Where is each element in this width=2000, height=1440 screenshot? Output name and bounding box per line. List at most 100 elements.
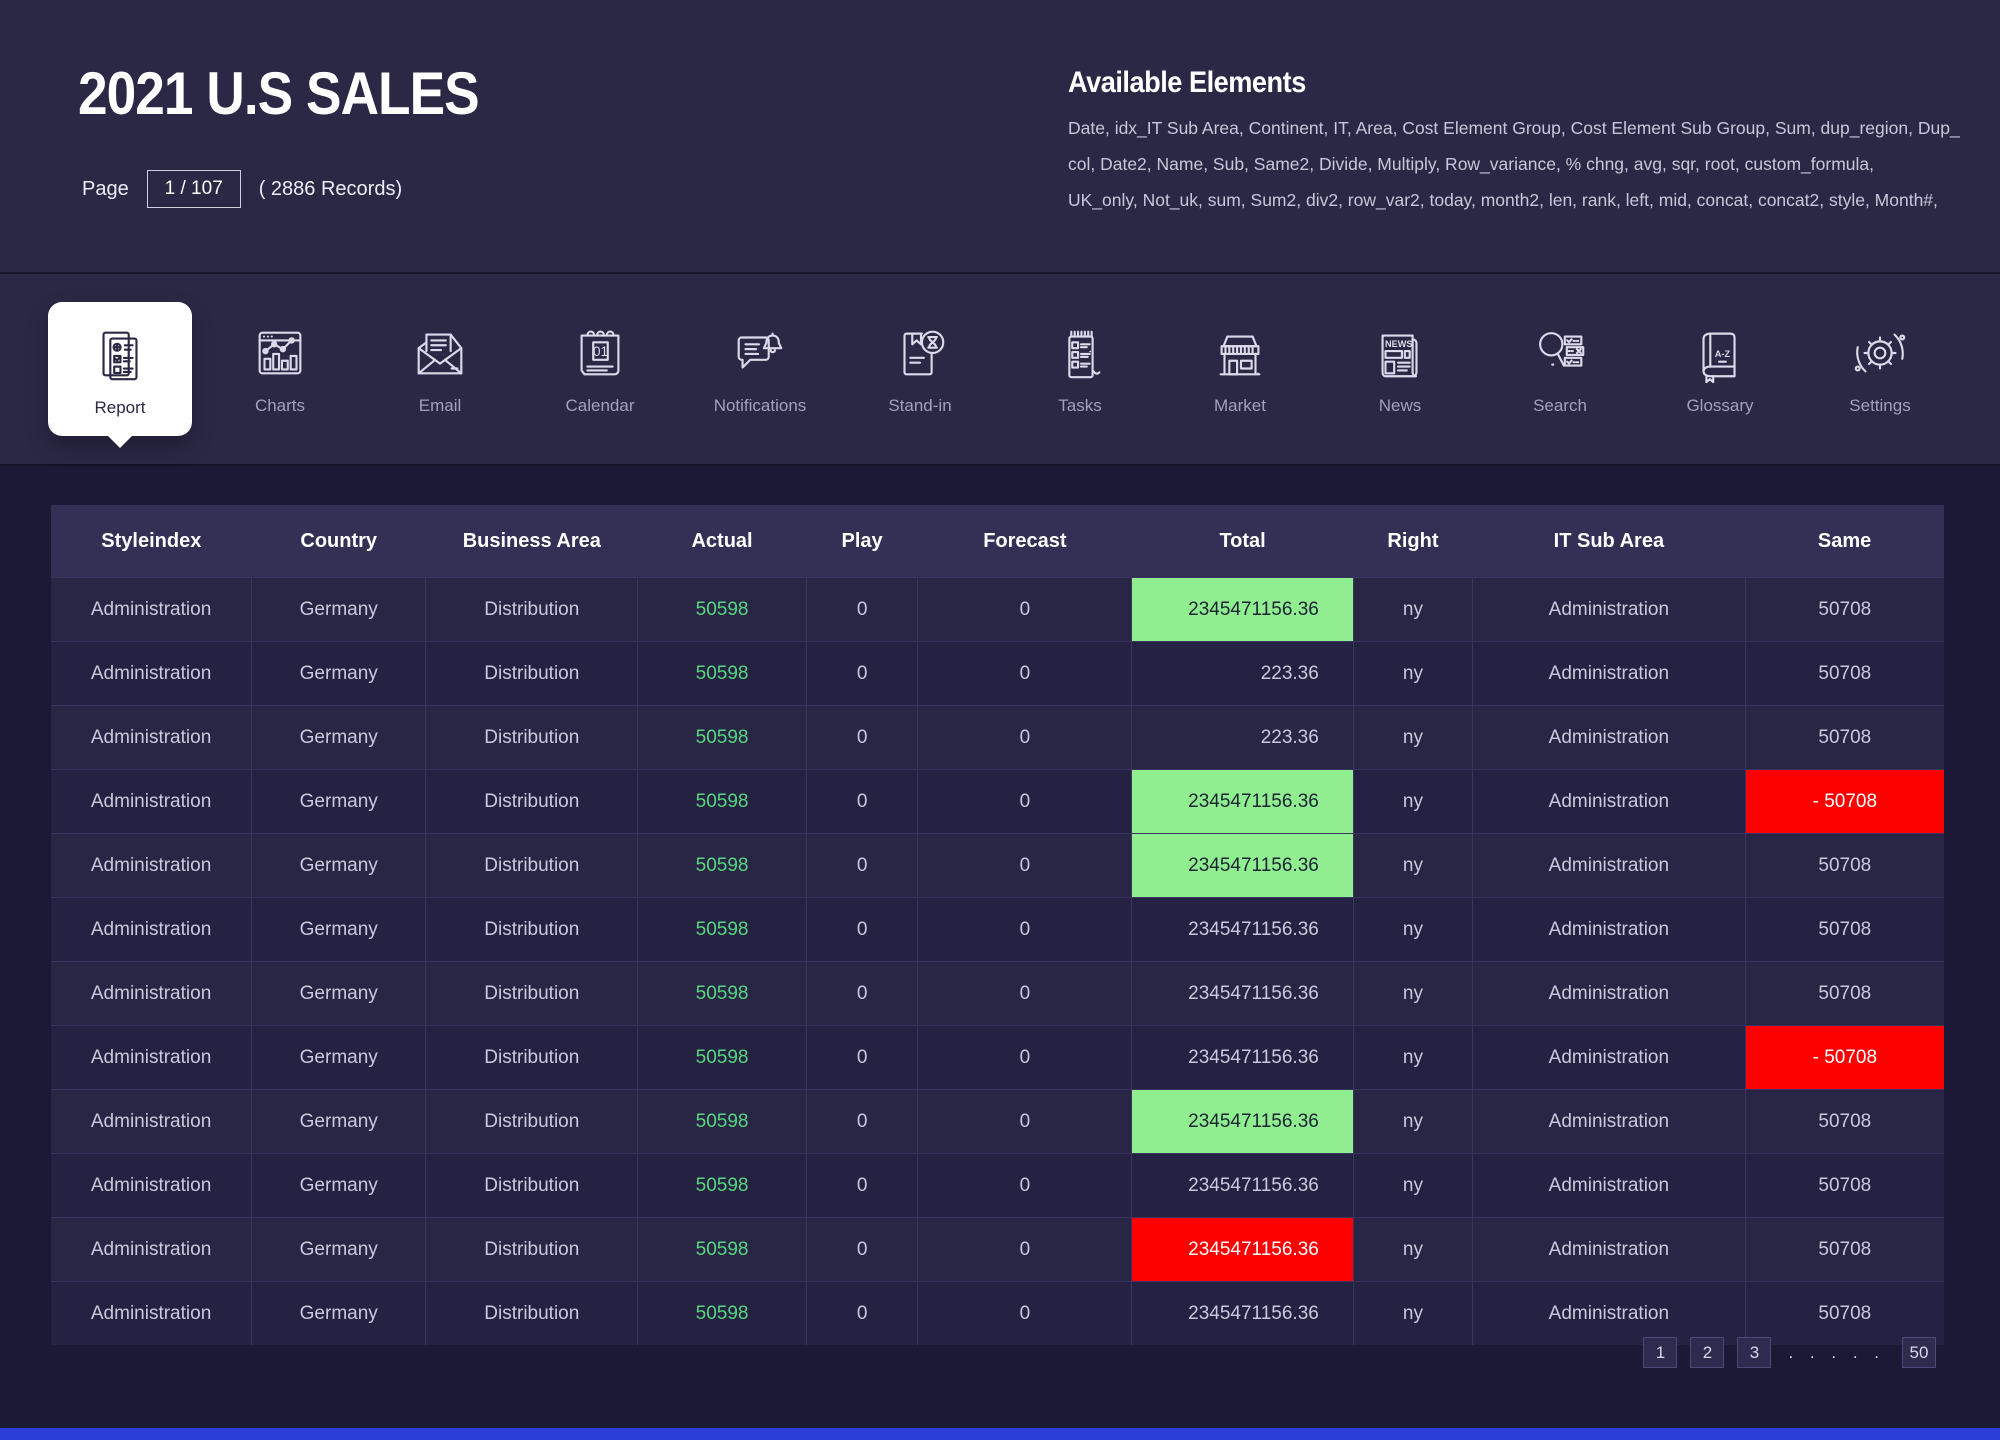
cell-styleindex: Administration [51, 961, 253, 1026]
cell-it-sub-area: Administration [1472, 1217, 1746, 1282]
cell-same: 50708 [1745, 1089, 1944, 1154]
tasks-icon [1049, 322, 1111, 384]
svg-text:01: 01 [593, 344, 608, 359]
cell-play: 0 [806, 961, 919, 1026]
cell-styleindex: Administration [51, 1025, 253, 1090]
nav-item-label: Tasks [1058, 396, 1102, 415]
report-icon [89, 324, 151, 386]
cell-styleindex: Administration [51, 1217, 253, 1282]
cell-country: Germany [251, 961, 427, 1026]
column-header: Country [251, 505, 426, 578]
cell-country: Germany [251, 897, 427, 962]
nav-item-charts[interactable]: Charts [200, 274, 360, 464]
nav-card: Stand-in [888, 322, 952, 416]
nav-item-search[interactable]: Search [1480, 274, 1640, 464]
column-header: Same [1745, 505, 1944, 578]
svg-text:A-Z: A-Z [1715, 349, 1731, 359]
cell-it-sub-area: Administration [1472, 897, 1746, 962]
cell-actual: 50598 [637, 1217, 807, 1282]
page-number-box[interactable]: 1 / 107 [146, 170, 241, 208]
nav-item-label: Market [1214, 396, 1266, 415]
nav-item-settings[interactable]: Settings [1800, 274, 1960, 464]
cell-play: 0 [806, 833, 919, 898]
nav-item-tasks[interactable]: Tasks [1000, 274, 1160, 464]
cell-right: ny [1353, 1025, 1474, 1090]
cell-same: - 50708 [1745, 1025, 1944, 1090]
nav-item-label: Notifications [713, 396, 807, 415]
cell-right: ny [1353, 897, 1474, 962]
nav-item-email[interactable]: Email [360, 274, 520, 464]
table-row: Administration Germany Distribution 5059… [51, 897, 1944, 962]
nav-item-label: News [1378, 396, 1422, 415]
table-row: Administration Germany Distribution 5059… [51, 1089, 1944, 1154]
cell-forecast: 0 [917, 705, 1133, 770]
cell-play: 0 [806, 897, 919, 962]
cell-it-sub-area: Administration [1472, 1025, 1746, 1090]
cell-actual: 50598 [637, 1025, 807, 1090]
cell-country: Germany [251, 641, 427, 706]
cell-right: ny [1353, 1217, 1474, 1282]
cell-it-sub-area: Administration [1472, 961, 1746, 1026]
cell-styleindex: Administration [51, 641, 253, 706]
page-label: Page [82, 177, 129, 200]
cell-business-area: Distribution [425, 577, 639, 642]
nav-item-news[interactable]: NEWS News [1320, 274, 1480, 464]
cell-styleindex: Administration [51, 1153, 253, 1218]
nav-card: A-Z Glossary [1686, 322, 1754, 416]
nav-card: Report [48, 302, 192, 436]
nav-item-glossary[interactable]: A-Z Glossary [1640, 274, 1800, 464]
nav-item-notifications[interactable]: Notifications [680, 274, 840, 464]
table-row: Administration Germany Distribution 5059… [51, 641, 1944, 706]
page-button-1[interactable]: 1 [1643, 1337, 1678, 1368]
page-controls: Page 1 / 107 ( 2886 Records) [82, 170, 402, 208]
cell-business-area: Distribution [425, 833, 639, 898]
cell-total: 2345471156.36 [1131, 833, 1354, 898]
nav-items: Report Charts Email 01 [0, 274, 2000, 464]
page-button-last[interactable]: 50 [1902, 1337, 1936, 1368]
cell-actual: 50598 [637, 1281, 807, 1345]
cell-business-area: Distribution [425, 641, 639, 706]
cell-forecast: 0 [917, 1217, 1133, 1282]
cell-business-area: Distribution [425, 1153, 639, 1218]
cell-right: ny [1353, 769, 1474, 834]
cell-total: 2345471156.36 [1131, 577, 1354, 642]
cell-business-area: Distribution [425, 1089, 639, 1154]
cell-forecast: 0 [917, 897, 1133, 962]
cell-right: ny [1353, 577, 1474, 642]
cell-total: 2345471156.36 [1131, 961, 1354, 1026]
cell-total: 223.36 [1131, 641, 1354, 706]
cell-forecast: 0 [917, 1089, 1133, 1154]
news-icon: NEWS [1369, 322, 1431, 384]
cell-country: Germany [251, 577, 427, 642]
cell-play: 0 [806, 1217, 919, 1282]
cell-business-area: Distribution [425, 1217, 639, 1282]
cell-same: - 50708 [1745, 769, 1944, 834]
market-icon [1209, 322, 1271, 384]
cell-it-sub-area: Administration [1472, 705, 1746, 770]
nav-item-report[interactable]: Report [40, 274, 200, 464]
available-elements-line: Date, idx_IT Sub Area, Continent, IT, Ar… [1068, 118, 1960, 138]
cell-total: 2345471156.36 [1131, 769, 1354, 834]
column-header: Styleindex [51, 505, 252, 578]
cell-forecast: 0 [917, 1153, 1133, 1218]
nav-item-market[interactable]: Market [1160, 274, 1320, 464]
nav-item-calendar[interactable]: 01 Calendar [520, 274, 680, 464]
cell-styleindex: Administration [51, 705, 253, 770]
cell-right: ny [1353, 705, 1474, 770]
cell-forecast: 0 [917, 1025, 1133, 1090]
available-elements-list: Date, idx_IT Sub Area, Continent, IT, Ar… [1068, 110, 1968, 218]
settings-icon [1849, 322, 1911, 384]
nav-item-stand-in[interactable]: Stand-in [840, 274, 1000, 464]
page-button-3[interactable]: 3 [1737, 1337, 1772, 1368]
cell-business-area: Distribution [425, 897, 639, 962]
page-button-2[interactable]: 2 [1690, 1337, 1725, 1368]
cell-forecast: 0 [917, 769, 1133, 834]
page-dots: . . . . . [1788, 1342, 1885, 1362]
cell-play: 0 [806, 769, 919, 834]
cell-right: ny [1353, 1153, 1474, 1218]
cell-forecast: 0 [917, 1281, 1133, 1345]
nav-card: Settings [1849, 322, 1911, 416]
cell-total: 2345471156.36 [1131, 1089, 1354, 1154]
cell-actual: 50598 [637, 705, 807, 770]
cell-actual: 50598 [637, 769, 807, 834]
